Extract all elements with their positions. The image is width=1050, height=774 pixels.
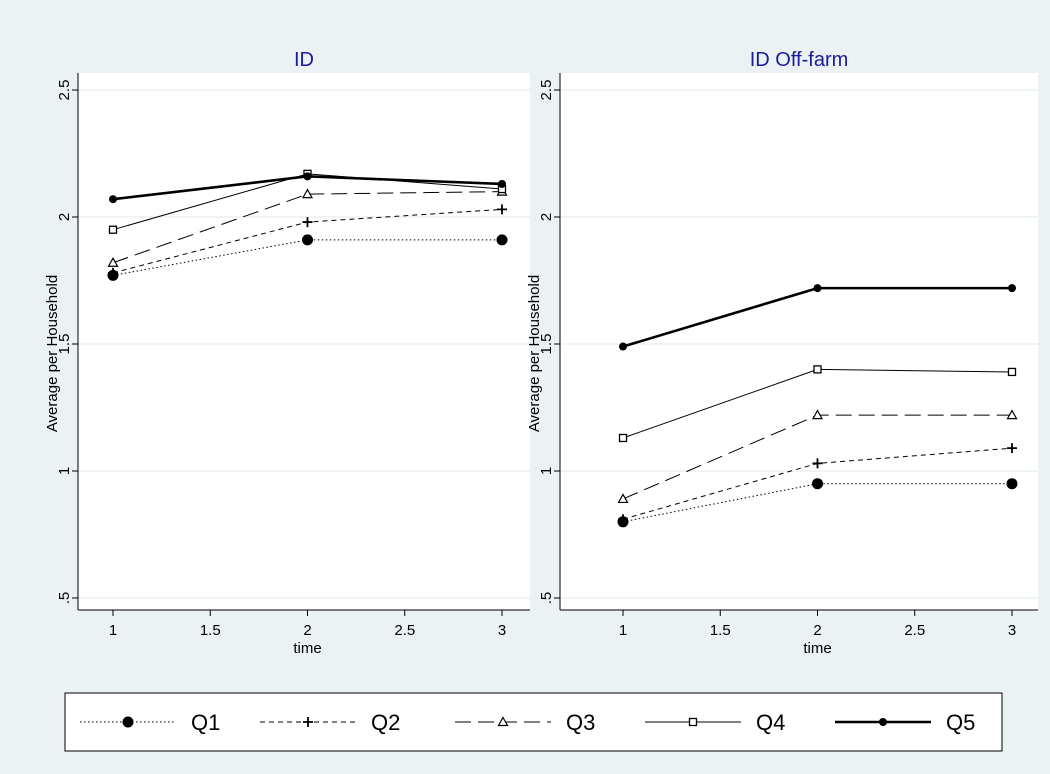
- chart-title: ID Off-farm: [750, 49, 849, 71]
- y-axis-label: Average per Household: [44, 275, 61, 432]
- legend-item-q4: Q4: [645, 710, 785, 735]
- data-point: [1006, 409, 1018, 420]
- data-point: [107, 256, 119, 267]
- legend-item-q3: Q3: [455, 710, 595, 735]
- data-point: [302, 217, 313, 228]
- data-point: [812, 458, 823, 469]
- legend-label: Q4: [756, 710, 785, 735]
- series-q3: [617, 409, 1018, 504]
- legend-label: Q5: [946, 710, 975, 735]
- data-point: [108, 225, 118, 234]
- data-point: [498, 179, 506, 188]
- data-point: [303, 172, 312, 181]
- x-tick-label: 3: [1008, 622, 1016, 639]
- legend: Q1 Q2 Q3 Q4 Q5: [64, 692, 1003, 752]
- legend-key-marker: [879, 718, 887, 726]
- legend-label: Q1: [191, 710, 220, 735]
- x-tick-label: 2: [813, 622, 821, 639]
- x-axis-label: time: [293, 640, 321, 657]
- data-point: [812, 478, 823, 490]
- data-point: [1007, 443, 1017, 454]
- series-q5: [109, 172, 506, 204]
- data-point: [302, 234, 313, 246]
- data-point: [813, 365, 822, 374]
- data-point: [109, 195, 117, 204]
- x-tick-label: 1.5: [200, 622, 221, 639]
- series-q4: [618, 365, 1017, 443]
- data-point: [497, 204, 507, 215]
- chart-panel-2: .5 1 1.5 2 2.5 1 1.5 2 2.5 3 time Average per House…: [526, 49, 1038, 657]
- x-tick-label: 1: [619, 622, 627, 639]
- legend-item-q5: Q5: [835, 710, 975, 735]
- data-point: [618, 514, 628, 525]
- series-q5: [619, 284, 1016, 351]
- x-tick-label: 2: [303, 622, 311, 639]
- data-point: [301, 188, 314, 199]
- series-q2: [108, 204, 507, 278]
- legend-label: Q2: [371, 710, 400, 735]
- y-tick-label: 2: [538, 213, 555, 221]
- legend-key-marker: [688, 717, 698, 727]
- data-point: [496, 234, 508, 246]
- y-axis-label: Average per Household: [526, 275, 543, 432]
- series-q2: [618, 443, 1017, 525]
- x-tick-label: 1: [109, 622, 117, 639]
- data-point: [813, 284, 822, 293]
- y-tick-label: 1: [56, 467, 73, 475]
- chart-panel-1: .5 1 1.5 2 2.5 1 1.5 2 2.5 3 time Average per House…: [44, 49, 530, 657]
- legend-key-marker: [122, 716, 134, 728]
- legend-item-q1: Q1: [80, 710, 220, 735]
- x-axis-label: time: [803, 640, 831, 657]
- series-line: [112, 191, 503, 264]
- legend-key-marker: [303, 717, 313, 727]
- data-point: [811, 409, 824, 420]
- plot-area: [78, 73, 530, 610]
- data-point: [617, 493, 629, 504]
- y-tick-label: .5: [56, 592, 73, 605]
- x-tick-label: 2.5: [394, 622, 415, 639]
- y-tick-label: 2.5: [538, 80, 555, 101]
- plot-area: [560, 73, 1038, 610]
- data-point: [108, 267, 118, 278]
- data-point: [619, 342, 627, 351]
- y-tick-label: 1.5: [56, 334, 73, 355]
- legend-key-marker: [497, 716, 509, 727]
- y-tick-label: 2.5: [56, 80, 73, 101]
- data-point: [1007, 367, 1017, 377]
- data-point: [1006, 478, 1018, 490]
- x-tick-label: 1.5: [710, 622, 731, 639]
- data-point: [1008, 284, 1016, 293]
- x-tick-label: 3: [498, 622, 506, 639]
- chart-title: ID: [294, 49, 314, 71]
- legend-item-q2: Q2: [260, 710, 400, 735]
- x-tick-label: 2.5: [904, 622, 925, 639]
- y-tick-label: 2: [56, 213, 73, 221]
- legend-label: Q3: [566, 710, 595, 735]
- y-tick-label: 1: [538, 467, 555, 475]
- y-tick-label: .5: [538, 592, 555, 605]
- data-point: [618, 433, 628, 443]
- y-tick-label: 1.5: [538, 334, 555, 355]
